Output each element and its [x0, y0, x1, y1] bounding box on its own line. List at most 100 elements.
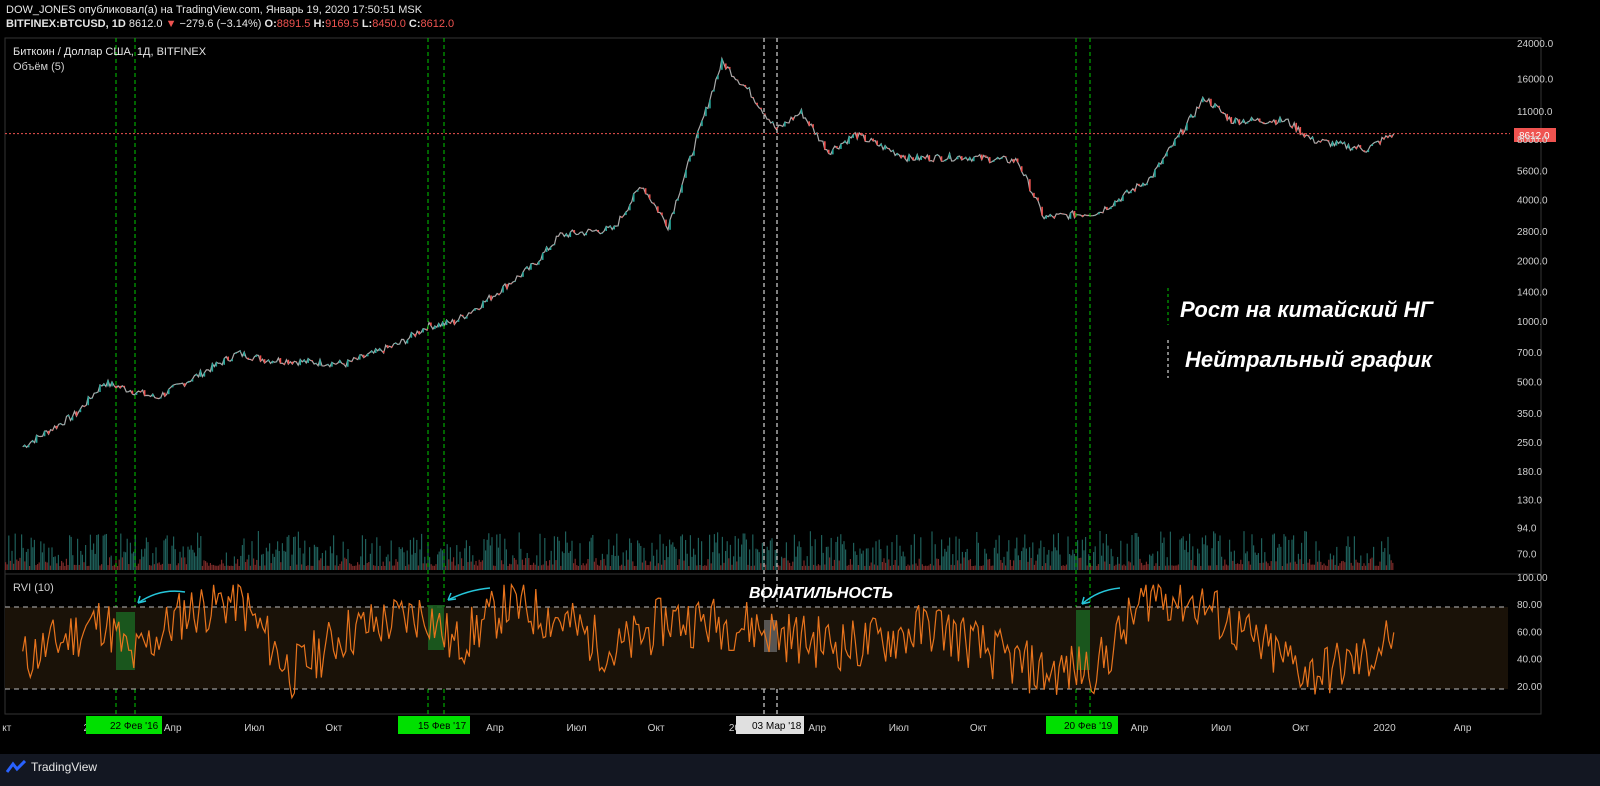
volume-bar [662, 543, 664, 570]
volume-bar [974, 565, 976, 570]
volume-bar [569, 550, 571, 570]
volume-bar [1240, 559, 1242, 570]
volume-bar [1121, 565, 1123, 570]
volume-bar [429, 557, 431, 570]
volume-bar [1049, 565, 1051, 570]
volume-bar [169, 563, 171, 570]
volume-bar [507, 565, 509, 570]
volume-bar [32, 547, 34, 570]
volume-bar [755, 548, 757, 570]
volume-bar [1182, 536, 1184, 570]
volume-bar [1174, 565, 1176, 570]
volume-bar [480, 561, 482, 570]
high-label: H: [313, 18, 326, 30]
volume-bar [993, 547, 995, 570]
volume-bar [984, 548, 986, 570]
volume-bar [619, 565, 621, 570]
volume-bar [1339, 563, 1341, 570]
volume-bar [185, 564, 187, 570]
volume-bar [198, 547, 200, 570]
volume-bar [157, 563, 159, 570]
volume-bar [205, 561, 207, 570]
volume-bar [1368, 563, 1370, 570]
volume-bar [51, 547, 53, 570]
volume-bar [182, 546, 184, 570]
volume-bar [107, 565, 109, 570]
volume-bar [24, 561, 26, 570]
volume-bar [229, 565, 231, 570]
volume-bar [657, 563, 659, 570]
volume-bar [126, 538, 128, 570]
volume-bar [694, 554, 696, 570]
volume-bar [1331, 559, 1333, 570]
volume-bar [1137, 536, 1139, 570]
volume-bar [72, 555, 74, 570]
volume-bar [571, 540, 573, 570]
volume-bar [14, 533, 16, 570]
volume-bar [686, 553, 688, 570]
volume-bar [1269, 565, 1271, 570]
volume-bar [67, 564, 69, 570]
volume-bar [142, 556, 144, 570]
volume-bar [432, 565, 434, 570]
volume-bar [805, 565, 807, 570]
volume-bar [1235, 563, 1237, 570]
vertical-markers [115, 38, 1091, 714]
volume-bar [609, 565, 611, 570]
volume-label[interactable]: Объём (5) [13, 61, 65, 73]
volume-bar [262, 553, 264, 570]
volume-bar [819, 565, 821, 570]
rvi-axis[interactable]: 100.00 80.00 60.00 40.00 20.00 [1517, 573, 1548, 693]
tradingview-logo[interactable]: TradingView [6, 760, 97, 774]
volume-bar [653, 555, 655, 570]
volume-bar [595, 558, 597, 570]
volume-bar [181, 557, 183, 570]
volume-bar [1227, 565, 1229, 570]
volume-bar [944, 548, 946, 570]
volume-bar [355, 565, 357, 570]
volume-bar [83, 562, 85, 570]
volume-bar [909, 565, 911, 570]
volume-bar [1200, 565, 1202, 570]
volume-bar [461, 558, 463, 570]
volume-bar [21, 534, 23, 570]
volume-bar [211, 564, 213, 570]
volume-bar [245, 562, 247, 570]
volume-bar [593, 561, 595, 570]
volume-bar [1317, 561, 1319, 570]
volume-bar [1155, 563, 1157, 570]
volume-bar [1281, 565, 1283, 570]
rvi-highlight-2016 [116, 612, 135, 670]
volume-bar [664, 560, 666, 570]
volume-bar [137, 563, 139, 570]
volume-bar [414, 552, 416, 570]
time-tick-label: Апр [486, 723, 504, 734]
volume-bar [1193, 565, 1195, 570]
volume-bar [1169, 531, 1171, 570]
volume-bar [78, 564, 80, 570]
volume-bar [1267, 563, 1269, 570]
volume-bar [384, 565, 386, 570]
chart-canvas[interactable]: 8612.0 24000.0 16000.0 11000.0 8000.0 5600.0… [0, 0, 1600, 754]
volume-bar [537, 565, 539, 570]
volume-bar [299, 547, 301, 570]
volume-bar [736, 561, 738, 570]
volume-bar [784, 557, 786, 570]
volume-bar [165, 538, 167, 570]
volume-bar [1003, 556, 1005, 570]
volume-bar [629, 538, 631, 570]
volume-bar [526, 552, 528, 570]
symbol[interactable]: BITFINEX:BTCUSD, 1D [6, 18, 126, 30]
volume-bar [691, 556, 693, 570]
volume-bar [1184, 549, 1186, 570]
volume-bar [976, 532, 978, 570]
volume-bar [203, 560, 205, 570]
volume-bar [336, 555, 338, 570]
price-axis[interactable]: 24000.0 16000.0 11000.0 8000.0 5600.0 4000.0 2… [1517, 39, 1554, 561]
volume-bar [1280, 546, 1282, 570]
svg-text:03 Мар '18: 03 Мар '18 [752, 721, 802, 732]
rvi-label[interactable]: RVI (10) [13, 582, 54, 594]
volume-bar [728, 558, 730, 570]
volume-bar [128, 564, 130, 570]
time-tick-label: Июл [244, 723, 264, 734]
